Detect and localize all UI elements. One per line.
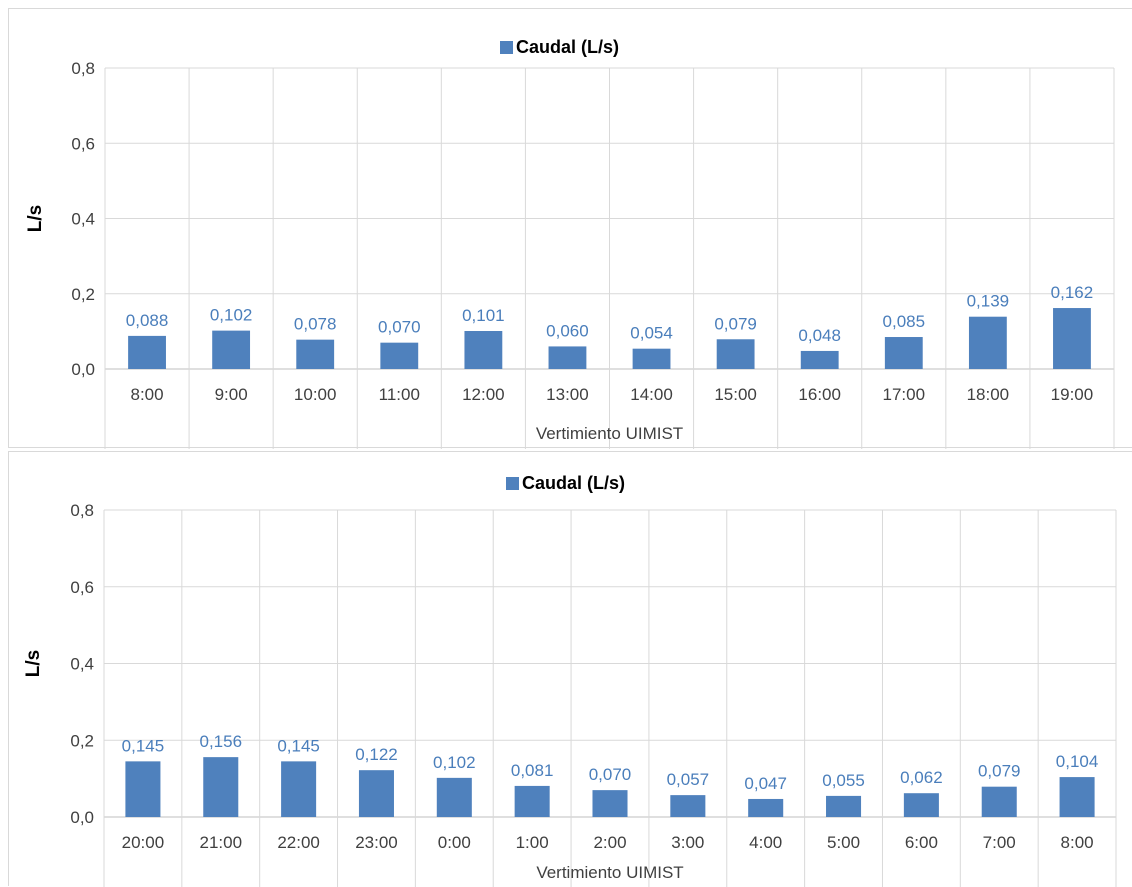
y-axis-title: L/s bbox=[23, 650, 44, 677]
x-tick-label: 22:00 bbox=[277, 833, 320, 852]
chart-bottom: 0,0 0,2 0,4 0,6 0,8 0,145 20:00 0,156 21:00 0,145… bbox=[8, 451, 1132, 887]
x-tick-label: 13:00 bbox=[546, 385, 589, 404]
bar bbox=[632, 348, 671, 369]
x-tick-label: 20:00 bbox=[122, 833, 165, 852]
y-tick-label: 0,0 bbox=[71, 360, 95, 379]
bar bbox=[548, 346, 587, 369]
bar bbox=[592, 790, 628, 817]
bar bbox=[884, 337, 923, 369]
data-label: 0,079 bbox=[714, 314, 757, 333]
data-label: 0,060 bbox=[546, 321, 589, 340]
y-tick-label: 0,6 bbox=[71, 134, 95, 153]
y-tick-label: 0,2 bbox=[71, 285, 95, 304]
x-tick-label: 10:00 bbox=[294, 385, 337, 404]
data-label: 0,057 bbox=[667, 770, 710, 789]
data-label: 0,055 bbox=[822, 771, 865, 790]
bar bbox=[281, 761, 317, 817]
data-label: 0,048 bbox=[798, 326, 841, 345]
data-label: 0,047 bbox=[744, 774, 787, 793]
x-tick-label: 4:00 bbox=[749, 833, 782, 852]
bar bbox=[203, 757, 239, 817]
bar bbox=[514, 785, 550, 817]
data-label: 0,079 bbox=[978, 762, 1021, 781]
data-label: 0,078 bbox=[294, 315, 337, 334]
x-tick-label: 14:00 bbox=[630, 385, 673, 404]
bar bbox=[380, 342, 419, 369]
x-tick-label: 11:00 bbox=[379, 385, 420, 404]
y-axis-title: L/s bbox=[25, 205, 46, 232]
bar bbox=[981, 786, 1017, 817]
data-label: 0,156 bbox=[199, 732, 242, 751]
chart-bottom-svg: 0,0 0,2 0,4 0,6 0,8 0,145 20:00 0,156 21:00 0,145… bbox=[23, 473, 1117, 887]
y-tick-label: 0,0 bbox=[70, 808, 94, 827]
data-label: 0,139 bbox=[967, 292, 1010, 311]
legend-swatch bbox=[500, 41, 513, 54]
bar bbox=[826, 795, 862, 817]
bar bbox=[358, 770, 394, 817]
x-tick-label: 15:00 bbox=[714, 385, 757, 404]
data-label: 0,054 bbox=[630, 324, 673, 343]
x-tick-label: 18:00 bbox=[967, 385, 1010, 404]
bar bbox=[903, 793, 939, 817]
x-tick-label: 12:00 bbox=[462, 385, 505, 404]
data-label: 0,102 bbox=[433, 753, 476, 772]
x-tick-label: 0:00 bbox=[438, 833, 471, 852]
bar bbox=[1053, 308, 1091, 369]
data-label: 0,145 bbox=[122, 736, 165, 755]
data-label: 0,102 bbox=[210, 306, 253, 325]
x-tick-label: 5:00 bbox=[827, 833, 860, 852]
data-label: 0,088 bbox=[126, 311, 169, 330]
bar bbox=[716, 339, 755, 369]
bar bbox=[436, 777, 472, 817]
bar bbox=[748, 798, 784, 817]
legend-swatch bbox=[506, 477, 519, 490]
x-tick-label: 6:00 bbox=[905, 833, 938, 852]
y-tick-label: 0,8 bbox=[70, 501, 94, 520]
data-label: 0,104 bbox=[1056, 752, 1099, 771]
bar bbox=[670, 795, 706, 817]
data-label: 0,070 bbox=[589, 765, 632, 784]
bar bbox=[800, 350, 839, 369]
legend-label: Caudal (L/s) bbox=[522, 473, 625, 493]
legend-label: Caudal (L/s) bbox=[516, 37, 619, 57]
chart-top-svg: 0,0 0,2 0,4 0,6 0,8 0,088 8:00 0,102 9:00 0,078 10… bbox=[25, 37, 1115, 449]
x-tick-label: 9:00 bbox=[215, 385, 248, 404]
y-tick-label: 0,6 bbox=[70, 578, 94, 597]
bar bbox=[128, 335, 166, 369]
bar bbox=[1059, 777, 1095, 817]
x-axis-title: Vertimiento UIMIST bbox=[536, 863, 683, 882]
bar bbox=[125, 761, 161, 817]
x-tick-label: 8:00 bbox=[130, 385, 163, 404]
x-tick-label: 7:00 bbox=[983, 833, 1016, 852]
x-tick-label: 2:00 bbox=[593, 833, 626, 852]
bar bbox=[212, 330, 251, 369]
y-tick-label: 0,8 bbox=[71, 59, 95, 78]
x-tick-label: 1:00 bbox=[516, 833, 549, 852]
x-tick-label: 16:00 bbox=[798, 385, 841, 404]
chart-top: 0,0 0,2 0,4 0,6 0,8 0,088 8:00 0,102 9:00 0,078 10… bbox=[8, 8, 1132, 449]
y-tick-label: 0,4 bbox=[70, 655, 94, 674]
data-label: 0,145 bbox=[277, 736, 320, 755]
x-tick-label: 19:00 bbox=[1051, 385, 1094, 404]
bar bbox=[296, 339, 335, 369]
x-tick-label: 23:00 bbox=[355, 833, 398, 852]
bar bbox=[968, 316, 1007, 369]
data-label: 0,162 bbox=[1051, 283, 1094, 302]
data-label: 0,081 bbox=[511, 761, 554, 780]
data-label: 0,085 bbox=[883, 312, 926, 331]
bar bbox=[464, 330, 503, 369]
x-tick-label: 8:00 bbox=[1061, 833, 1094, 852]
data-label: 0,070 bbox=[378, 318, 421, 337]
data-label: 0,101 bbox=[462, 306, 505, 325]
data-label: 0,122 bbox=[355, 745, 398, 764]
x-tick-label: 3:00 bbox=[671, 833, 704, 852]
x-tick-label: 21:00 bbox=[199, 833, 242, 852]
y-tick-label: 0,4 bbox=[71, 210, 95, 229]
x-axis-title: Vertimiento UIMIST bbox=[536, 424, 683, 443]
data-label: 0,062 bbox=[900, 768, 943, 787]
x-tick-label: 17:00 bbox=[883, 385, 926, 404]
y-tick-label: 0,2 bbox=[70, 731, 94, 750]
